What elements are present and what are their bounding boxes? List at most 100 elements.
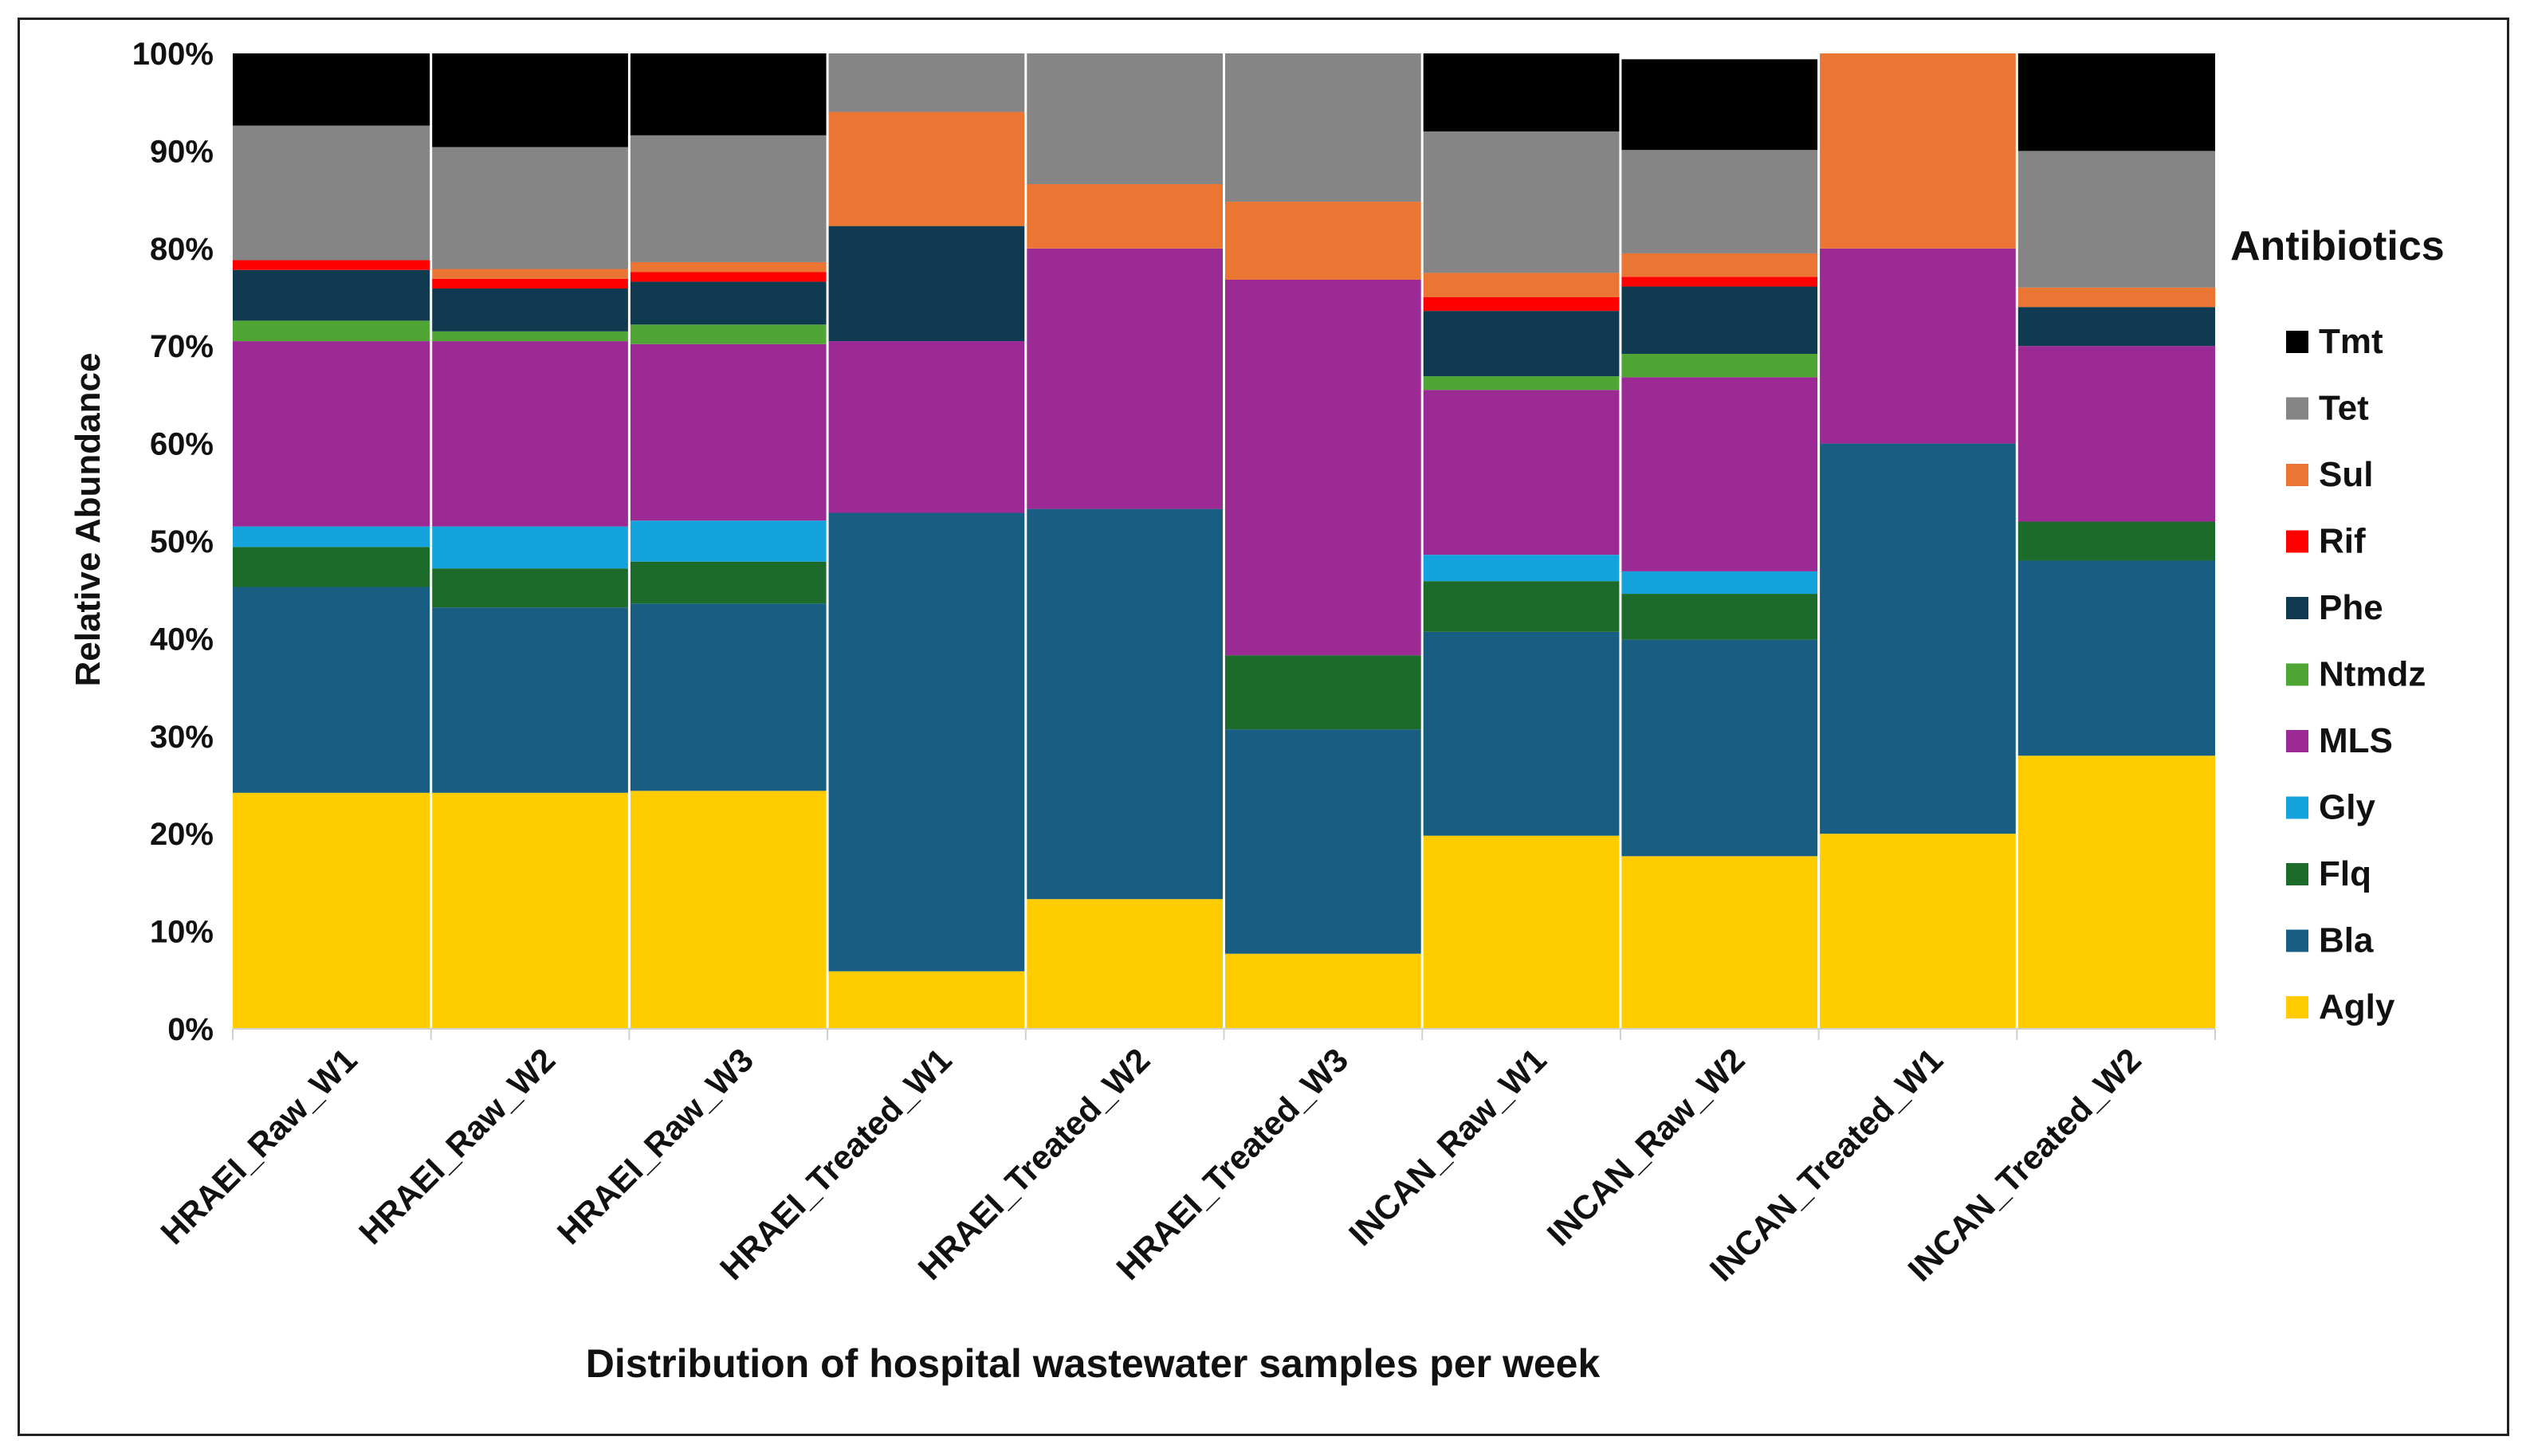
- legend-label-tmt: Tmt: [2319, 322, 2383, 361]
- legend-label-ntmdz: Ntmdz: [2319, 655, 2426, 694]
- bar-rif-7: [1422, 297, 1621, 312]
- legend-swatch-tmt: [2286, 331, 2308, 353]
- bar-dividers: [430, 53, 2018, 1029]
- x-tick-label: HRAEI_Raw_W1: [153, 1041, 363, 1251]
- y-tick-label: 30%: [150, 720, 214, 755]
- bar-tet-5: [1025, 53, 1224, 185]
- bar-gly-8: [1620, 571, 1819, 595]
- bars: [233, 53, 2215, 1029]
- bar-tet-1: [233, 125, 431, 261]
- x-tick-label: INCAN_Raw_W1: [1342, 1041, 1554, 1253]
- bar-sul-4: [827, 112, 1026, 226]
- bar-gly-3: [629, 520, 828, 562]
- bar-tet-2: [430, 147, 630, 269]
- bar-tet-4: [827, 53, 1026, 112]
- bar-ntmdz-7: [1422, 376, 1621, 390]
- x-axis-title: Distribution of hospital wastewater samp…: [586, 1341, 1601, 1386]
- bar-gly-2: [430, 526, 630, 569]
- x-tick-labels: HRAEI_Raw_W1HRAEI_Raw_W2HRAEI_Raw_W3HRAE…: [153, 1041, 2148, 1288]
- bar-sul-10: [2017, 287, 2215, 308]
- bar-rif-8: [1620, 277, 1819, 287]
- bar-sul-2: [430, 269, 630, 279]
- y-tick-label: 10%: [150, 915, 214, 950]
- legend-swatch-mls: [2286, 730, 2308, 752]
- bar-sul-9: [1818, 53, 2017, 249]
- bar-bla-10: [2017, 560, 2215, 756]
- bar-phe-10: [2017, 307, 2215, 347]
- bar-flq-8: [1620, 594, 1819, 640]
- bar-mls-2: [430, 341, 630, 527]
- bar-tet-10: [2017, 151, 2215, 288]
- bar-bla-8: [1620, 639, 1819, 857]
- bar-flq-6: [1224, 655, 1423, 730]
- legend-swatch-phe: [2286, 597, 2308, 619]
- bar-agly-10: [2017, 755, 2215, 1029]
- legend: Antibiotics Tmt Tet Sul Rif Phe Ntmdz MLS Gly Fl…: [2230, 223, 2445, 1026]
- bar-tmt-1: [233, 53, 431, 126]
- bar-phe-2: [430, 288, 630, 332]
- bar-mls-9: [1818, 248, 2017, 444]
- bar-mls-3: [629, 343, 828, 521]
- y-axis-title: Relative Abundance: [69, 353, 108, 687]
- bar-mls-8: [1620, 377, 1819, 571]
- x-tick-label: INCAN_Raw_W2: [1540, 1041, 1752, 1253]
- legend-label-agly: Agly: [2319, 987, 2395, 1026]
- bar-tet-7: [1422, 131, 1621, 273]
- bar-flq-10: [2017, 521, 2215, 561]
- bar-phe-1: [233, 269, 431, 321]
- bar-flq-2: [430, 568, 630, 608]
- bar-agly-5: [1025, 899, 1224, 1029]
- bar-agly-8: [1620, 856, 1819, 1029]
- bar-bla-7: [1422, 631, 1621, 836]
- bar-bla-6: [1224, 729, 1423, 954]
- bar-agly-6: [1224, 953, 1423, 1029]
- bar-sul-5: [1025, 184, 1224, 249]
- bar-bla-9: [1818, 443, 2017, 834]
- bar-tmt-8: [1620, 59, 1819, 151]
- legend-swatch-agly: [2286, 996, 2308, 1018]
- bar-phe-8: [1620, 286, 1819, 354]
- bar-tmt-3: [629, 53, 828, 135]
- legend-label-phe: Phe: [2319, 588, 2383, 627]
- bar-ntmdz-1: [233, 320, 431, 342]
- y-tick-label: 100%: [132, 37, 214, 72]
- bar-agly-7: [1422, 835, 1621, 1029]
- bar-rif-3: [629, 272, 828, 282]
- legend-items: Tmt Tet Sul Rif Phe Ntmdz MLS Gly Flq Bla Agly: [2286, 322, 2426, 1026]
- bar-bla-2: [430, 607, 630, 793]
- bar-flq-1: [233, 547, 431, 587]
- bar-mls-1: [233, 341, 431, 527]
- bar-rif-1: [233, 260, 431, 270]
- bar-phe-4: [827, 226, 1026, 342]
- bar-agly-4: [827, 971, 1026, 1029]
- bar-bla-1: [233, 587, 431, 793]
- y-tick-labels: 0% 10% 20% 30% 40% 50% 60% 70% 80% 90% 100%: [132, 37, 214, 1047]
- bar-agly-2: [430, 792, 630, 1029]
- bar-mls-6: [1224, 279, 1423, 656]
- bar-tmt-10: [2017, 53, 2215, 151]
- bar-mls-7: [1422, 390, 1621, 555]
- legend-swatch-ntmdz: [2286, 663, 2308, 686]
- bar-sul-3: [629, 261, 828, 273]
- legend-swatch-sul: [2286, 464, 2308, 486]
- bar-flq-7: [1422, 581, 1621, 632]
- bar-bla-4: [827, 512, 1026, 971]
- bar-tet-8: [1620, 150, 1819, 253]
- bar-phe-3: [629, 281, 828, 325]
- bar-gly-1: [233, 526, 431, 547]
- legend-swatch-flq: [2286, 863, 2308, 885]
- bar-tmt-7: [1422, 53, 1621, 131]
- bar-tet-6: [1224, 53, 1423, 202]
- legend-title: Antibiotics: [2230, 223, 2445, 269]
- y-tick-label: 50%: [150, 524, 214, 559]
- axes: [232, 1028, 2216, 1040]
- bar-sul-6: [1224, 202, 1423, 280]
- legend-label-gly: Gly: [2319, 788, 2375, 827]
- bar-bla-5: [1025, 508, 1224, 900]
- bar-agly-1: [233, 792, 431, 1029]
- bar-agly-3: [629, 791, 828, 1029]
- y-tick-label: 0%: [167, 1012, 214, 1047]
- bar-tet-3: [629, 135, 828, 262]
- bar-ntmdz-8: [1620, 353, 1819, 378]
- legend-swatch-gly: [2286, 796, 2308, 819]
